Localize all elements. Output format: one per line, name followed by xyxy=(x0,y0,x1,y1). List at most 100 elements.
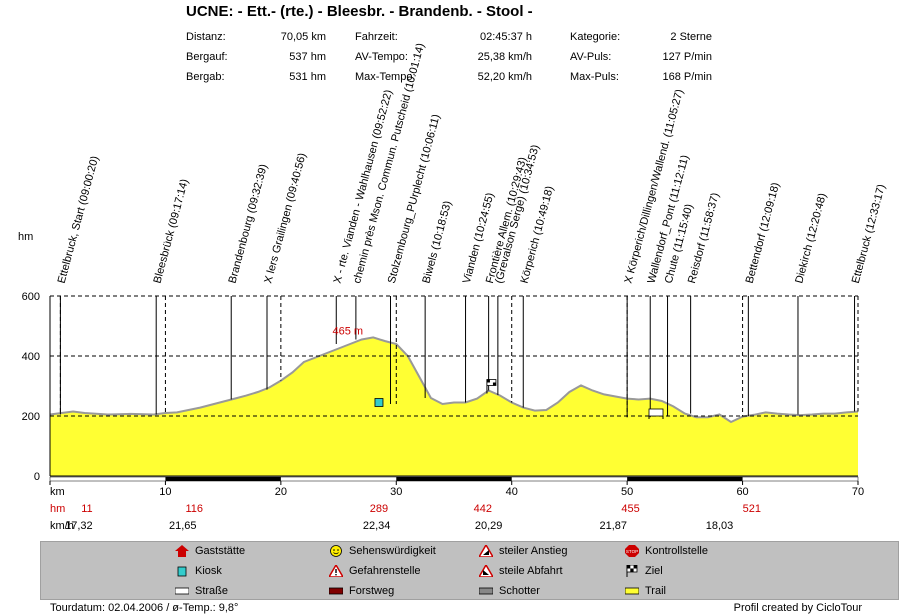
stat-value: 168 P/min xyxy=(662,71,712,83)
svg-text:STOP: STOP xyxy=(626,549,638,554)
schotter-icon xyxy=(478,585,494,597)
stat-value: 127 P/min xyxy=(662,51,712,63)
elevation-profile-chart: 0 200 400 600 Ettelbruck, Start (09:00:20) Bl… xyxy=(18,42,888,532)
x-tick-label: 70 xyxy=(852,486,864,498)
kmh-value: 20,29 xyxy=(475,520,503,532)
kmh-value: 21,65 xyxy=(169,520,197,532)
tour-date-footer: Tourdatum: 02.04.2006 / ø-Temp.: 9,8° xyxy=(50,602,239,614)
legend-item: Kiosk xyxy=(175,565,222,577)
waypoint-label: X lers Grailingen (09:40:56) xyxy=(262,152,308,285)
profile-area xyxy=(50,337,858,476)
legend-label: steiler Anstieg xyxy=(499,545,568,557)
flag-check xyxy=(492,382,496,386)
kmh-value: 18,03 xyxy=(706,520,734,532)
profile-line xyxy=(49,336,859,424)
kmh-value: 22,34 xyxy=(363,520,391,532)
legend: Gaststätte Sehenswürdigkeit steiler Anstie… xyxy=(40,541,899,600)
legend-label: Gaststätte xyxy=(195,545,246,557)
hm-row-label: hm xyxy=(50,503,65,515)
hm-value: 521 xyxy=(743,503,761,515)
trail-icon xyxy=(624,585,640,597)
legend-item: steiler Anstieg xyxy=(477,543,568,558)
kmh-value: 17,32 xyxy=(65,520,93,532)
stat-label: Max-Tempo: xyxy=(355,71,416,83)
hm-value: 455 xyxy=(621,503,639,515)
kiosk-icon-shape xyxy=(374,398,384,407)
stat-value: 2 Sterne xyxy=(670,31,712,43)
stat-label: AV-Tempo: xyxy=(355,51,408,63)
legend-item: Forstweg xyxy=(328,585,395,597)
stat-value: 25,38 km/h xyxy=(477,51,532,63)
x-tick-label: 50 xyxy=(621,486,633,498)
kiosk-icon xyxy=(175,565,189,577)
hm-value: 442 xyxy=(474,503,492,515)
finish-flag-icon xyxy=(486,379,497,394)
waypoint-label: Bleesbrück (09:17:14) xyxy=(152,178,191,285)
bed-icon-shape xyxy=(648,408,664,417)
stat-label: Max-Puls: xyxy=(570,71,619,83)
y-tick-label: 600 xyxy=(22,291,40,303)
y-axis-unit: hm xyxy=(18,231,33,243)
legend-item: steile Abfahrt xyxy=(477,563,563,578)
legend-label: Schotter xyxy=(499,585,540,597)
legend-item: Trail xyxy=(624,585,666,597)
surface-strip-segment xyxy=(627,477,743,481)
x-tick-label: 20 xyxy=(275,486,287,498)
legend-item: Sehenswürdigkeit xyxy=(329,545,436,557)
sehenswuerdigkeit-icon xyxy=(329,545,343,557)
stat-label: Fahrzeit: xyxy=(355,31,398,43)
forstweg-icon xyxy=(328,585,344,597)
legend-label: Trail xyxy=(645,585,666,597)
surface-strip-segment xyxy=(396,477,512,481)
stat-label: Bergauf: xyxy=(186,51,228,63)
steiler-anstieg-icon xyxy=(477,543,495,558)
legend-label: Kiosk xyxy=(195,565,222,577)
waypoint-label: Brandenbourg (09:32:39) xyxy=(227,163,270,285)
stat-label: Bergab: xyxy=(186,71,225,83)
legend-label: Gefahrenstelle xyxy=(349,565,421,577)
waypoint-label: Diekirch (12:20:48) xyxy=(793,192,829,285)
steile-abfahrt-icon xyxy=(477,563,495,578)
legend-label: Straße xyxy=(195,585,229,597)
gaststaette-icon xyxy=(175,545,189,557)
waypoint-label: Bettendorf (12:09:18) xyxy=(744,181,783,285)
gefahrenstelle-icon xyxy=(327,563,345,578)
x-tick-label: 30 xyxy=(390,486,402,498)
kiosk-icon xyxy=(374,398,384,407)
kontrollstelle-icon: STOP xyxy=(625,545,639,557)
stat-value: 02:45:37 h xyxy=(480,31,532,43)
hm-value: 11 xyxy=(81,503,92,515)
ziel-icon xyxy=(625,564,639,577)
waypoint-label: Biwels (10:18:53) xyxy=(420,200,454,285)
surface-strip-segment xyxy=(165,477,281,481)
hm-value: 116 xyxy=(186,503,204,515)
legend-item: Straße xyxy=(174,585,229,597)
hm-value: 289 xyxy=(370,503,388,515)
stat-value: 531 hm xyxy=(289,71,326,83)
legend-label: steile Abfahrt xyxy=(499,565,563,577)
waypoint-label: Ettelbruck (12:33:17) xyxy=(850,183,888,285)
stat-label: AV-Puls: xyxy=(570,51,612,63)
y-tick-label: 400 xyxy=(22,351,40,363)
kmh-row-label: km/h xyxy=(50,520,74,532)
legend-label: Sehenswürdigkeit xyxy=(349,545,436,557)
y-tick-label: 200 xyxy=(22,411,40,423)
page-title: UCNE: - Ett.- (rte.) - Bleesbr. - Brande… xyxy=(186,3,533,20)
x-tick-label: 40 xyxy=(506,486,518,498)
stat-label: Distanz: xyxy=(186,31,226,43)
x-tick-label: 10 xyxy=(159,486,171,498)
legend-label: Kontrollstelle xyxy=(645,545,708,557)
credit-footer: Profil created by CicloTour xyxy=(733,602,862,614)
stat-value: 537 hm xyxy=(289,51,326,63)
legend-item: Gaststätte xyxy=(175,545,245,557)
flag-check xyxy=(486,379,490,383)
max-elevation-label: 465 m xyxy=(333,326,364,338)
bed-icon xyxy=(648,408,664,419)
legend-item: Ziel xyxy=(625,564,663,577)
legend-label: Ziel xyxy=(645,565,663,577)
x-tick-label: 60 xyxy=(736,486,748,498)
legend-item: Gefahrenstelle xyxy=(327,563,421,578)
kmh-value: 21,87 xyxy=(600,520,628,532)
stat-value: 52,20 km/h xyxy=(477,71,532,83)
legend-label: Forstweg xyxy=(349,585,395,597)
